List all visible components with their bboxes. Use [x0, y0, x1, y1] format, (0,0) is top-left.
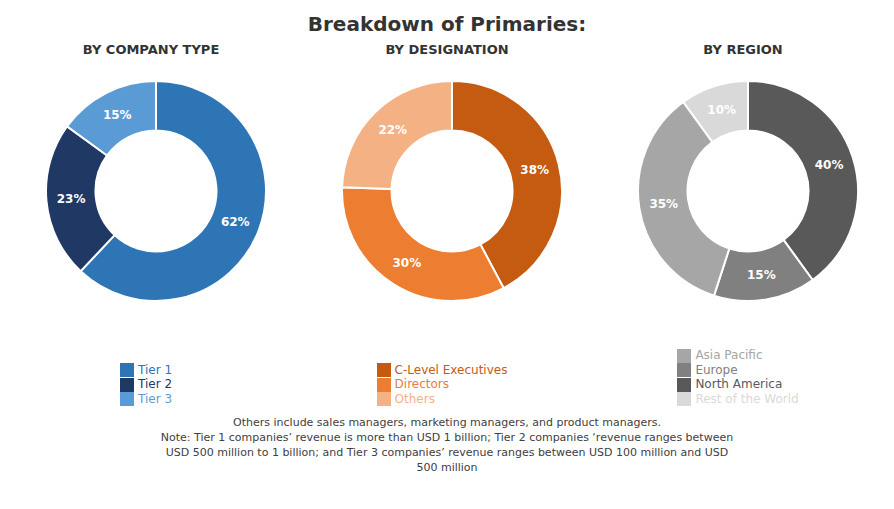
html-text:Asia Pacific: Asia Pacific: [695, 348, 763, 362]
svg-text:62%: 62%: [221, 215, 250, 229]
svg-text:10%: 10%: [707, 103, 736, 117]
html-text:Note: Tier 1 companies’ revenu: Note: Tier 1 companies’ revenue is more …: [160, 431, 734, 444]
svg-text:22%: 22%: [378, 123, 407, 137]
html-text:BY COMPANY TYPE: BY COMPANY TYPE: [82, 42, 220, 57]
html-text:C-Level Executives: C-Level Executives: [394, 362, 508, 377]
svg-text:35%: 35%: [649, 197, 678, 211]
html-text:Europe: Europe: [695, 362, 738, 377]
html-text:BY DESIGNATION: BY DESIGNATION: [385, 42, 509, 57]
html-text:Breakdown of Primaries:: Breakdown of Primaries:: [307, 12, 587, 36]
svg-text:15%: 15%: [103, 108, 132, 122]
html-text:Tier 3: Tier 3: [138, 391, 172, 406]
html-text:Rest of the World: Rest of the World: [695, 391, 799, 406]
svg-text:40%: 40%: [815, 158, 844, 172]
html-text:Others include sales managers,: Others include sales managers, marketing…: [233, 416, 661, 429]
svg-text:30%: 30%: [392, 256, 421, 270]
svg-text:38%: 38%: [520, 163, 549, 177]
html-text:Tier 2: Tier 2: [138, 377, 172, 391]
svg-text:15%: 15%: [747, 268, 776, 282]
html-text:Directors: Directors: [394, 377, 449, 391]
html-text:North America: North America: [695, 377, 783, 391]
html-text:Tier 1: Tier 1: [138, 362, 172, 377]
html-text:Others: Others: [394, 391, 435, 406]
html-text:USD 500 million to 1 billion;: USD 500 million to 1 billion; and Tier 3…: [165, 446, 729, 459]
html-text:500 million: 500 million: [416, 461, 478, 474]
svg-text:23%: 23%: [57, 192, 86, 206]
html-text:BY REGION: BY REGION: [703, 42, 783, 57]
